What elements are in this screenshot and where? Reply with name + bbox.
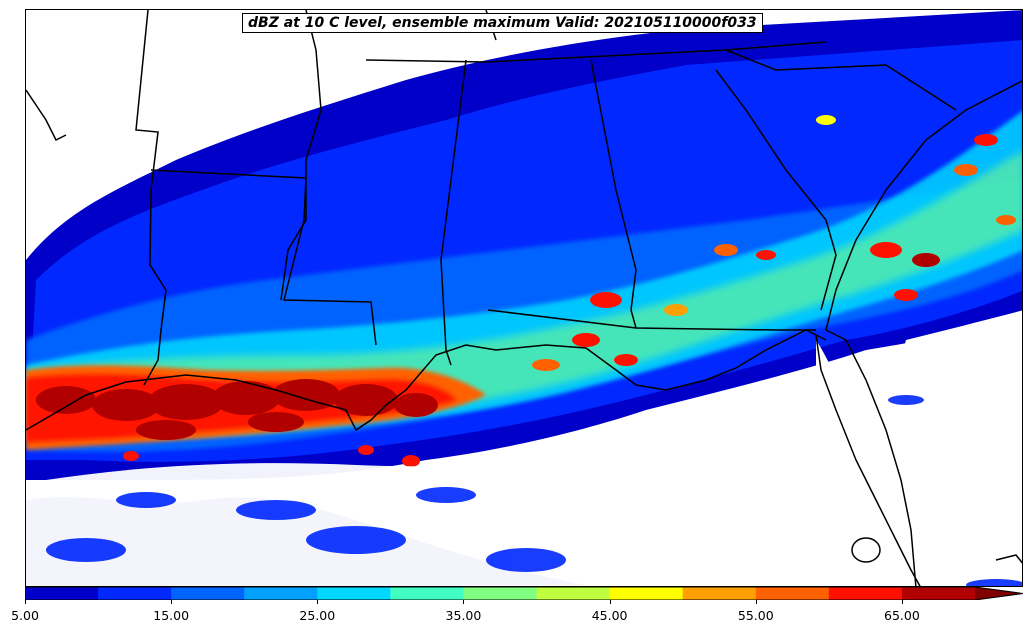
colorbar-tick-label: 35.00 [445,608,482,623]
colorbar-tick-label: 25.00 [299,608,336,623]
colorbar-outline [25,587,1023,600]
colorbar-tick-mark [25,600,26,604]
colorbar-tick-label: 65.00 [884,608,920,623]
reflectivity-field [26,10,1022,586]
colorbar-bin-12 [901,587,976,600]
convective-cells-east [123,115,1016,467]
colorbar-tick-label: 45.00 [591,608,628,623]
colorbar-bin-0 [25,587,99,600]
clear-area-gulf [26,431,816,586]
coastline-gulf [26,329,827,432]
colorbar [25,587,1023,600]
coastline-florida-west [815,334,921,586]
colorbar-tick-mark [317,600,319,604]
colorbar-tick-label: 5.00 [11,608,39,623]
boundaries [26,10,1022,586]
state-border-florida-north [487,309,816,331]
colorbar-bin-11 [828,587,903,600]
colorbar-bin-6 [463,587,538,600]
state-border-carolinas [725,49,957,111]
convective-cells-darkred [36,379,438,440]
coastline-atlantic [825,80,1022,331]
colorbar-bin-3 [244,587,318,600]
colorbar-extend-arrow [975,587,1023,600]
state-border-tennessee-south [365,41,827,63]
colorbar-bin-4 [317,587,391,600]
map-title: dBZ at 10 C level, ensemble maximum Vali… [242,13,763,33]
coastline-texas [26,89,67,142]
colorbar-bin-5 [390,587,464,600]
state-border-arkansas-louisiana [150,169,377,346]
coastline-florida-east [825,329,917,586]
lake-okeechobee [851,537,881,563]
colorbar-tick-label: 15.00 [153,608,190,623]
colorbar-bin-10 [755,587,830,600]
echo-region-green [26,151,1022,435]
colorbar-tick-mark [755,600,757,604]
map-panel [25,9,1023,587]
colorbar-tick-mark [609,600,611,604]
colorbar-tick-label: 55.00 [737,608,774,623]
state-border-georgia-sc [715,69,837,311]
colorbar-bin-7 [536,587,611,600]
island-bahamas [995,554,1022,564]
reflectivity-map [26,10,1022,586]
colorbar-bin-1 [98,587,172,600]
colorbar-tick-mark [901,600,903,604]
gulf-echoes [46,395,1022,586]
state-border-mississippi-river [280,10,322,301]
colorbar-bin-9 [682,587,757,600]
clear-area-atlantic [886,310,1022,586]
state-border-alabama-georgia [590,59,637,329]
state-border-texas-west [135,10,167,386]
clear-area-florida [816,340,945,586]
colorbar-bin-2 [171,587,245,600]
colorbar-tick-mark [463,600,465,604]
state-border-mississippi-alabama [440,59,467,366]
colorbar-tick-mark [171,600,173,604]
colorbar-bin-8 [609,587,684,600]
